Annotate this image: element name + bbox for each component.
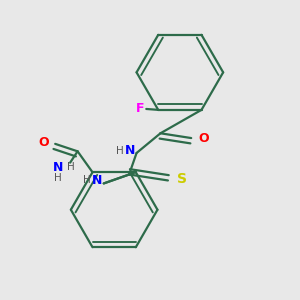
Text: N: N [92,174,102,187]
Text: O: O [38,136,49,149]
Text: N: N [53,161,63,174]
Text: H: H [83,176,91,185]
Text: S: S [177,172,187,186]
Text: H: H [67,162,75,172]
Text: N: N [125,144,135,157]
Text: H: H [116,146,124,156]
Text: H: H [54,173,62,183]
Text: O: O [198,132,209,145]
Text: F: F [135,102,144,115]
